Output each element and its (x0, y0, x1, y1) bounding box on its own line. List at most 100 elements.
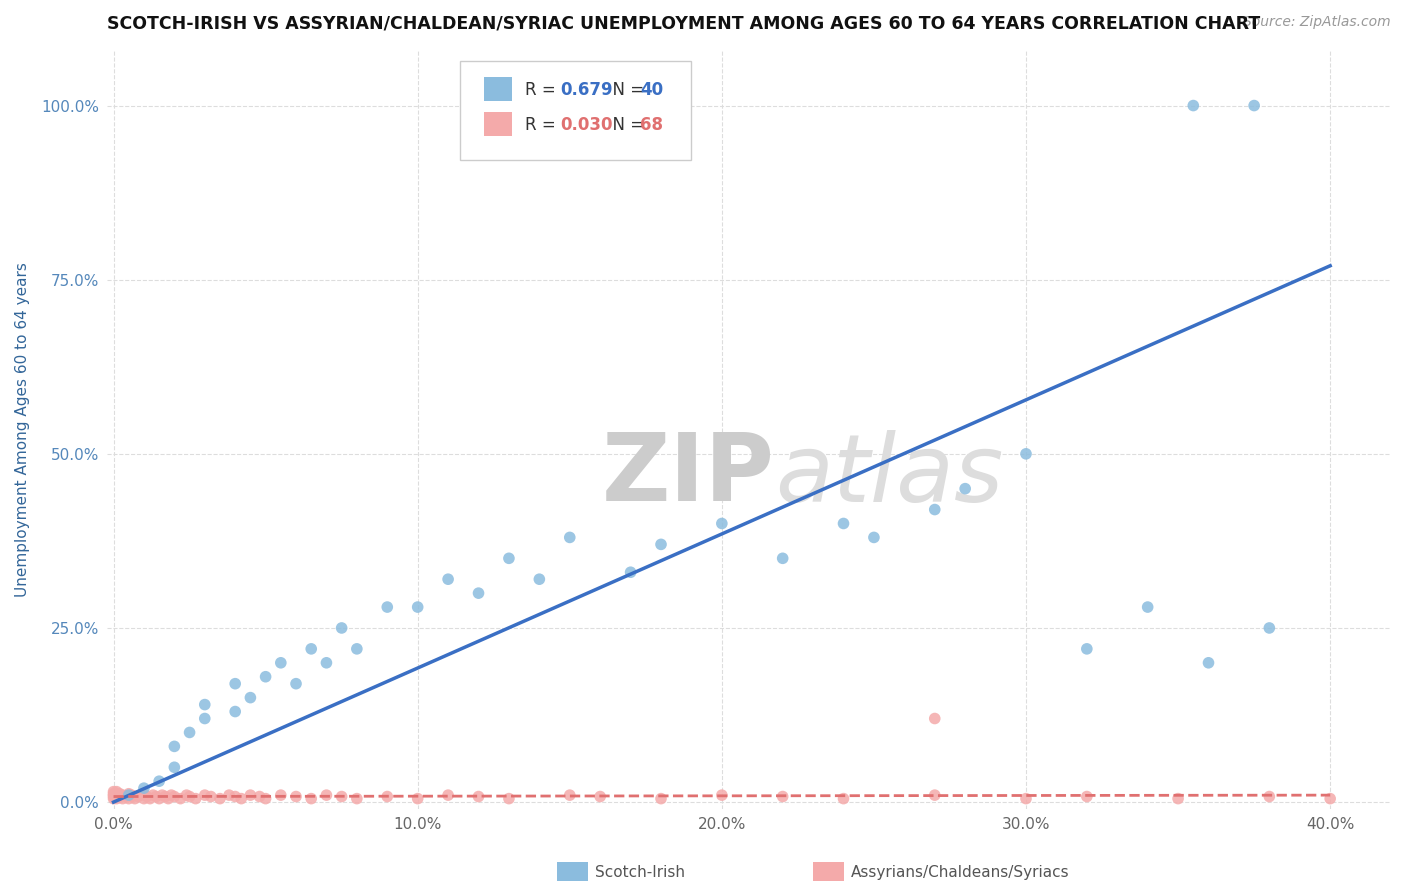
Point (118, 787, 141, 801)
Point (924, 788, 946, 802)
Point (650, 537, 672, 551)
Text: R =: R = (524, 81, 561, 99)
Point (136, 789, 159, 804)
Text: atlas: atlas (775, 430, 1002, 521)
Point (127, 789, 149, 804)
Point (772, 551, 794, 566)
Point (103, 788, 125, 802)
Point (650, 791, 672, 805)
Text: N =: N = (602, 81, 650, 99)
Text: ZIP: ZIP (602, 429, 775, 521)
Point (114, 789, 136, 804)
Point (1015, 791, 1038, 805)
Point (437, 572, 460, 586)
Point (1076, 789, 1098, 804)
Point (558, 788, 581, 802)
Point (157, 791, 180, 805)
Point (145, 789, 167, 804)
Point (239, 788, 262, 802)
Point (103, 789, 125, 804)
Point (832, 516, 855, 531)
Point (330, 621, 353, 635)
Point (194, 698, 217, 712)
Point (315, 656, 337, 670)
FancyBboxPatch shape (460, 62, 692, 160)
Text: SCOTCH-IRISH VS ASSYRIAN/CHALDEAN/SYRIAC UNEMPLOYMENT AMONG AGES 60 TO 64 YEARS : SCOTCH-IRISH VS ASSYRIAN/CHALDEAN/SYRIAC… (107, 15, 1261, 33)
Point (194, 712, 217, 726)
Point (105, 788, 128, 802)
Point (1243, 98, 1265, 112)
Text: Assyrians/Chaldeans/Syriacs: Assyrians/Chaldeans/Syriacs (852, 865, 1070, 880)
Text: 40: 40 (640, 81, 664, 99)
Point (155, 789, 177, 804)
Point (224, 789, 246, 804)
Point (1076, 641, 1098, 656)
Point (179, 789, 201, 804)
Text: R =: R = (524, 116, 561, 134)
Point (315, 788, 337, 802)
Point (142, 788, 165, 802)
Point (710, 788, 733, 802)
Point (224, 676, 246, 690)
Point (132, 791, 155, 805)
Point (184, 791, 207, 805)
Point (132, 781, 155, 796)
Point (118, 788, 141, 802)
Text: N =: N = (602, 116, 650, 134)
Point (1167, 791, 1189, 805)
Point (270, 788, 292, 802)
Point (160, 788, 183, 802)
Point (710, 516, 733, 531)
Point (498, 551, 520, 566)
Point (285, 676, 308, 690)
Point (108, 789, 131, 804)
Point (163, 760, 186, 774)
Point (498, 791, 520, 805)
Point (924, 712, 946, 726)
FancyBboxPatch shape (484, 112, 512, 136)
Point (1258, 621, 1281, 635)
Point (330, 789, 353, 804)
Point (194, 788, 217, 802)
FancyBboxPatch shape (484, 78, 512, 101)
Point (1258, 789, 1281, 804)
Text: 0.030: 0.030 (561, 116, 613, 134)
Point (346, 641, 368, 656)
Point (148, 791, 170, 805)
Point (103, 785, 125, 799)
Point (1198, 656, 1220, 670)
Text: 0.679: 0.679 (561, 81, 613, 99)
Point (121, 788, 143, 802)
Point (1182, 98, 1205, 112)
Point (437, 788, 460, 802)
Point (105, 785, 128, 799)
Point (105, 791, 128, 805)
Point (139, 791, 162, 805)
Text: Scotch-Irish: Scotch-Irish (595, 865, 685, 880)
Point (406, 791, 429, 805)
Point (346, 791, 368, 805)
Point (179, 725, 201, 739)
Text: Source: ZipAtlas.com: Source: ZipAtlas.com (1243, 15, 1391, 29)
Point (270, 656, 292, 670)
Point (254, 791, 277, 805)
Point (832, 791, 855, 805)
Point (620, 566, 643, 580)
Point (218, 788, 240, 802)
Point (163, 739, 186, 754)
Point (208, 791, 231, 805)
Point (124, 791, 146, 805)
Point (111, 788, 134, 802)
Point (863, 530, 886, 544)
Point (299, 791, 322, 805)
Point (558, 530, 581, 544)
Point (953, 482, 976, 496)
Point (254, 670, 277, 684)
Point (176, 788, 198, 802)
Point (1015, 447, 1038, 461)
Point (121, 789, 143, 804)
Point (467, 789, 489, 804)
Point (375, 600, 398, 615)
Point (285, 789, 308, 804)
Text: 68: 68 (640, 116, 664, 134)
